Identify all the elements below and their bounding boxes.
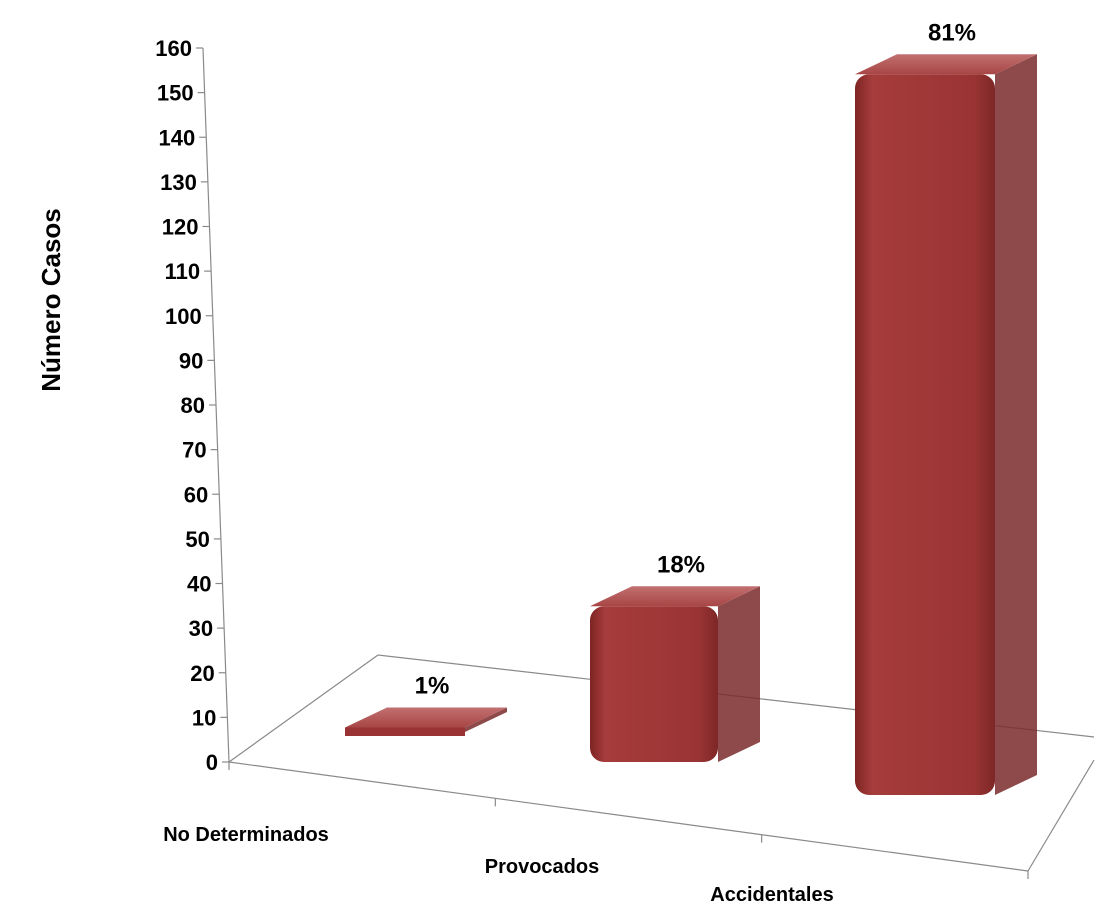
y-tick-label: 70 xyxy=(182,438,206,463)
data-label: 18% xyxy=(657,551,705,578)
y-tick-label: 50 xyxy=(185,527,209,552)
bar-front xyxy=(855,74,995,795)
x-category-label: No Determinados xyxy=(163,824,329,846)
y-tick-label: 110 xyxy=(165,259,201,284)
y-tick-label: 90 xyxy=(179,348,203,373)
bar-front xyxy=(345,727,465,736)
y-tick-label: 30 xyxy=(189,616,213,641)
y-tick-label: 10 xyxy=(192,705,216,730)
y-tick-label: 130 xyxy=(160,170,197,195)
y-tick-label: 140 xyxy=(159,125,196,150)
floor-right-edge xyxy=(1027,759,1095,872)
bar-front xyxy=(590,606,718,762)
y-tick-label: 0 xyxy=(206,750,218,775)
floor-left-back-edge xyxy=(228,654,379,763)
y-tick-label: 80 xyxy=(181,393,205,418)
bar-3 xyxy=(855,54,1037,795)
y-tick-label: 150 xyxy=(157,81,194,106)
y-axis-ticks: 0 10 20 30 40 50 60 70 80 90 100 110 120 130 140 150 160 xyxy=(155,36,229,775)
y-tick-label: 100 xyxy=(165,304,202,329)
data-label: 81% xyxy=(928,19,976,46)
bars: 1% 18% 81% xyxy=(345,19,1037,795)
y-axis-label: Número Casos xyxy=(36,208,66,392)
x-category-label: Provocados xyxy=(485,856,599,878)
y-tick-label: 120 xyxy=(162,215,199,240)
bar-1 xyxy=(345,707,507,736)
bar-top xyxy=(590,586,760,607)
x-axis-ticks: No Determinados Provocados Accidentales xyxy=(163,762,1029,906)
x-category-label: Accidentales xyxy=(710,884,833,906)
y-tick-label: 20 xyxy=(190,661,214,686)
bar-top xyxy=(855,54,1037,75)
bar-side xyxy=(465,707,507,732)
y-tick-label: 160 xyxy=(155,36,192,61)
y-tick-label: 60 xyxy=(184,482,208,507)
data-label: 1% xyxy=(415,673,450,700)
x-axis-line xyxy=(228,761,1029,872)
bar-side xyxy=(995,54,1037,795)
bar-top xyxy=(345,707,507,728)
bar-2 xyxy=(590,586,760,762)
bar-side xyxy=(718,586,760,762)
y-tick-label: 40 xyxy=(187,572,211,597)
